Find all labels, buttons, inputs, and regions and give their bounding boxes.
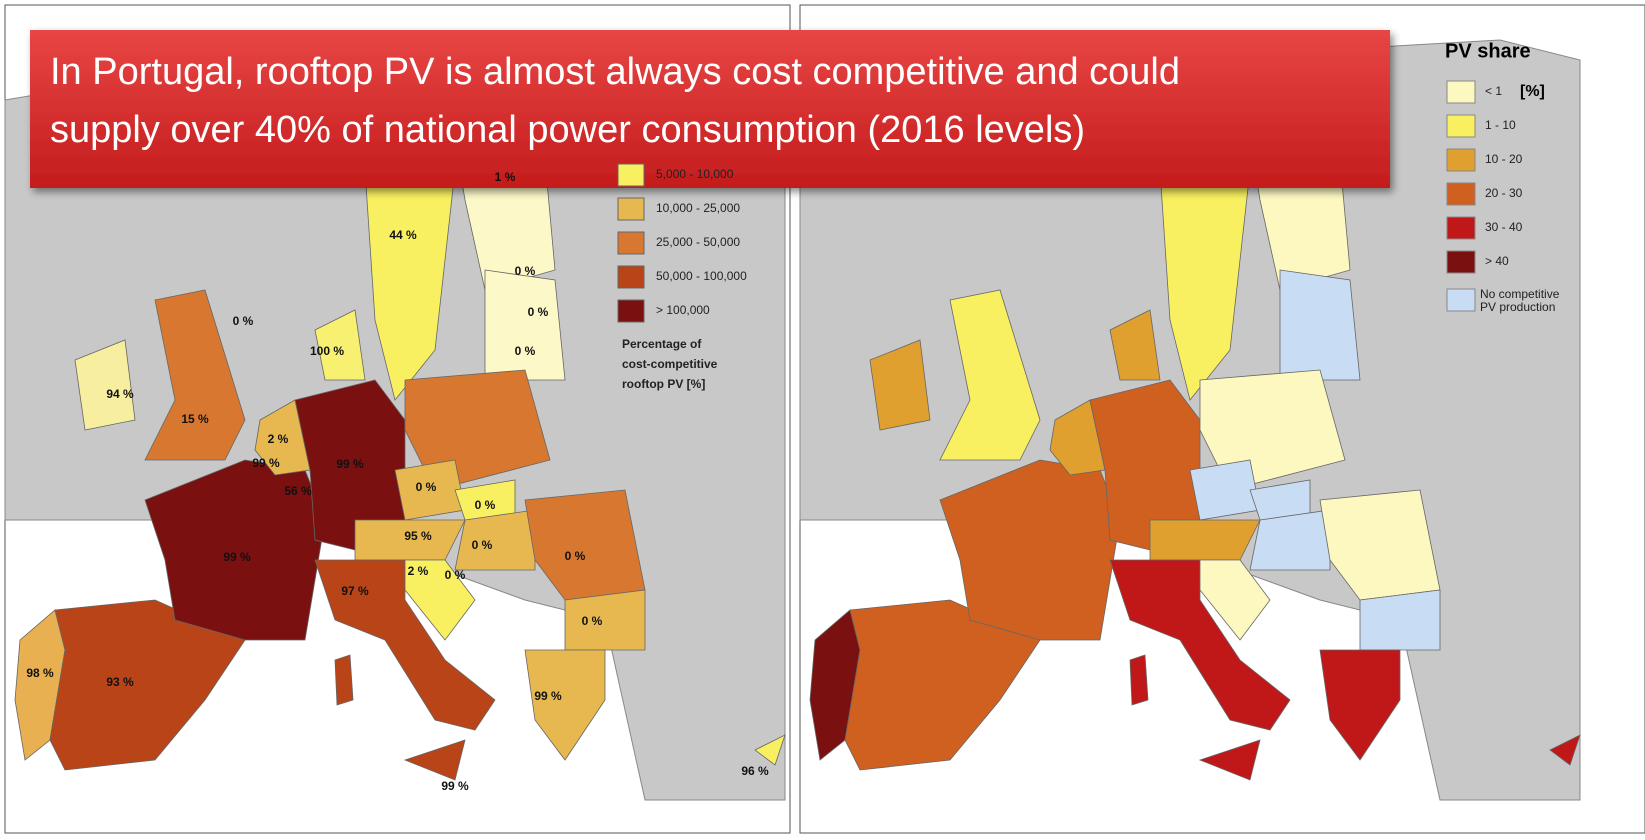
map-label: 0 % [445,568,466,582]
legend-note: rooftop PV [%] [622,377,705,391]
map-label: 0 % [416,480,437,494]
legend-swatch [618,198,644,220]
legend-label: 30 - 40 [1485,220,1523,234]
legend-label: 10,000 - 25,000 [656,201,740,215]
legend-note: Percentage of [622,337,702,351]
legend-unit: [%] [1520,83,1545,100]
legend-title: PV share [1445,40,1531,62]
legend-label: 10 - 20 [1485,152,1523,166]
legend-note: No competitive [1480,287,1560,301]
map-label: 94 % [106,387,134,401]
map-label: 95 % [404,529,432,543]
map-label: 1 % [495,170,516,184]
map-label: 99 % [336,457,364,471]
map-label: 0 % [475,498,496,512]
map-label: 99 % [252,456,280,470]
legend-swatch [1447,289,1475,311]
map-label: 15 % [181,412,209,426]
map-label: 0 % [565,549,586,563]
banner-line: supply over 40% of national power consum… [50,109,1085,151]
map-label: 0 % [582,614,603,628]
map-label: 2 % [408,564,429,578]
legend-label: 1 - 10 [1485,118,1516,132]
country [1130,655,1148,705]
legend-swatch [1447,81,1475,103]
legend-swatch [618,164,644,186]
map-label: 100 % [310,344,344,358]
country [1360,590,1440,650]
legend-swatch [618,232,644,254]
legend-label: 25,000 - 50,000 [656,235,740,249]
legend-note: cost-competitive [622,357,718,371]
legend-label: 5,000 - 10,000 [656,167,734,181]
legend-swatch [1447,149,1475,171]
map-label: 2 % [268,432,289,446]
map-label: 96 % [741,764,769,778]
legend-label: 50,000 - 100,000 [656,269,747,283]
legend-note: PV production [1480,300,1555,314]
map-label: 0 % [528,305,549,319]
legend-label: 20 - 30 [1485,186,1523,200]
legend-swatch [618,266,644,288]
legend-swatch [1447,183,1475,205]
legend-swatch [1447,115,1475,137]
legend-swatch [618,300,644,322]
map-label: 97 % [341,584,369,598]
map-label: 44 % [389,228,417,242]
legend-label: < 1 [1485,84,1502,98]
legend-swatch [1447,217,1475,239]
legend-label: > 100,000 [656,303,710,317]
map-label: 56 % [284,484,312,498]
map-label: 0 % [515,344,536,358]
legend-swatch [1447,251,1475,273]
country [1280,270,1360,380]
legend-label: > 40 [1485,254,1509,268]
country [335,655,353,705]
map-label: 99 % [534,689,562,703]
map-label: 99 % [223,550,251,564]
map-label: 98 % [26,666,54,680]
map-label: 93 % [106,675,134,689]
banner-line: In Portugal, rooftop PV is almost always… [50,51,1180,93]
country [1190,460,1260,520]
slide: In Portugal, rooftop PV is almost always… [0,0,1645,835]
map-label: 0 % [472,538,493,552]
map-label: 0 % [515,264,536,278]
map-label: 99 % [441,779,469,793]
country [565,590,645,650]
country [485,270,565,380]
map-label: 0 % [233,314,254,328]
